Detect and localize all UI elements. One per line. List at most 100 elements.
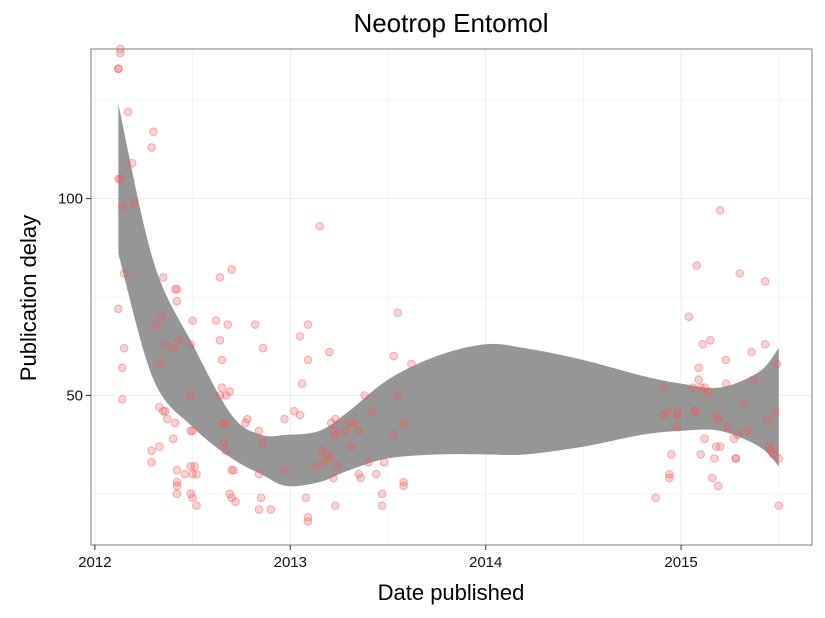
data-point: [219, 438, 229, 447]
data-point: [346, 442, 356, 451]
data-point: [172, 296, 182, 306]
data-point: [221, 418, 231, 428]
data-point: [325, 347, 334, 357]
data-point: [266, 505, 276, 514]
data-point: [389, 430, 399, 440]
data-point: [180, 469, 190, 479]
data-point: [770, 406, 780, 416]
data-point: [731, 454, 741, 463]
data-point: [311, 461, 321, 471]
data-point: [117, 395, 127, 404]
data-point: [162, 414, 172, 424]
data-point: [739, 398, 748, 408]
data-point: [665, 473, 674, 483]
data-point: [379, 458, 389, 467]
data-point: [254, 426, 264, 436]
data-point: [766, 446, 776, 455]
data-point: [325, 454, 334, 463]
data-point: [672, 422, 682, 432]
data-point: [743, 426, 752, 436]
data-point: [772, 359, 782, 369]
data-point: [711, 410, 721, 420]
points-layer: [114, 44, 784, 526]
data-point: [733, 430, 743, 440]
data-point: [217, 418, 227, 428]
chart-title: Neotrop Entomol: [353, 8, 548, 38]
panel-border: [90, 48, 813, 546]
data-point: [711, 442, 721, 451]
data-point: [119, 343, 129, 353]
data-point: [221, 391, 231, 400]
data-point: [155, 442, 164, 451]
data-point: [760, 276, 770, 286]
data-point: [393, 391, 403, 400]
data-point: [368, 406, 377, 416]
data-point: [241, 418, 250, 428]
data-point: [123, 107, 133, 117]
data-point: [215, 336, 225, 345]
data-point: [328, 473, 338, 483]
data-point: [151, 320, 160, 329]
data-point: [303, 320, 313, 329]
data-point: [760, 339, 770, 349]
data-point: [399, 481, 408, 491]
data-point: [399, 418, 408, 428]
data-point: [147, 458, 156, 467]
data-point: [694, 375, 703, 384]
data-point: [694, 363, 703, 373]
data-point: [377, 489, 387, 499]
data-point: [231, 497, 240, 506]
data-point: [227, 493, 236, 503]
data-point: [774, 454, 784, 463]
data-point: [127, 158, 137, 168]
data-point: [303, 517, 313, 526]
data-point: [651, 493, 660, 503]
data-point: [710, 454, 719, 463]
data-point: [303, 513, 313, 522]
data-point: [160, 406, 170, 416]
data-point: [690, 406, 700, 416]
data-point: [225, 489, 235, 499]
data-point: [192, 501, 201, 510]
data-point: [715, 206, 725, 215]
data-point: [114, 64, 123, 73]
data-point: [356, 473, 365, 483]
data-point: [330, 501, 340, 510]
y-tick-label: 50: [66, 387, 83, 404]
data-point: [223, 320, 233, 329]
data-point: [158, 406, 168, 416]
data-point: [407, 359, 416, 369]
data-point: [688, 383, 698, 392]
data-point: [280, 465, 289, 475]
data-point: [256, 493, 266, 503]
data-point: [330, 430, 340, 440]
data-point: [172, 481, 182, 491]
data-point: [672, 406, 682, 416]
data-point: [221, 446, 231, 455]
data-point: [174, 336, 184, 345]
data-point: [297, 379, 307, 388]
data-point: [217, 383, 227, 392]
data-point: [170, 418, 180, 428]
data-point: [188, 493, 197, 503]
data-point: [667, 450, 676, 459]
data-point: [301, 493, 311, 503]
data-point: [188, 426, 197, 436]
data-point: [172, 465, 182, 475]
x-axis-title: Date published: [378, 580, 525, 605]
data-point: [340, 426, 350, 436]
data-point: [186, 489, 195, 499]
data-point: [354, 469, 363, 479]
data-point: [225, 387, 235, 396]
x-tick-label: 2012: [78, 554, 111, 571]
data-point: [332, 461, 342, 471]
data-point: [360, 391, 369, 400]
data-point: [723, 422, 733, 432]
data-point: [155, 359, 164, 369]
smooth-confidence-band: [118, 104, 779, 487]
data-point: [665, 469, 674, 479]
data-point: [157, 312, 166, 321]
data-point: [696, 450, 705, 459]
